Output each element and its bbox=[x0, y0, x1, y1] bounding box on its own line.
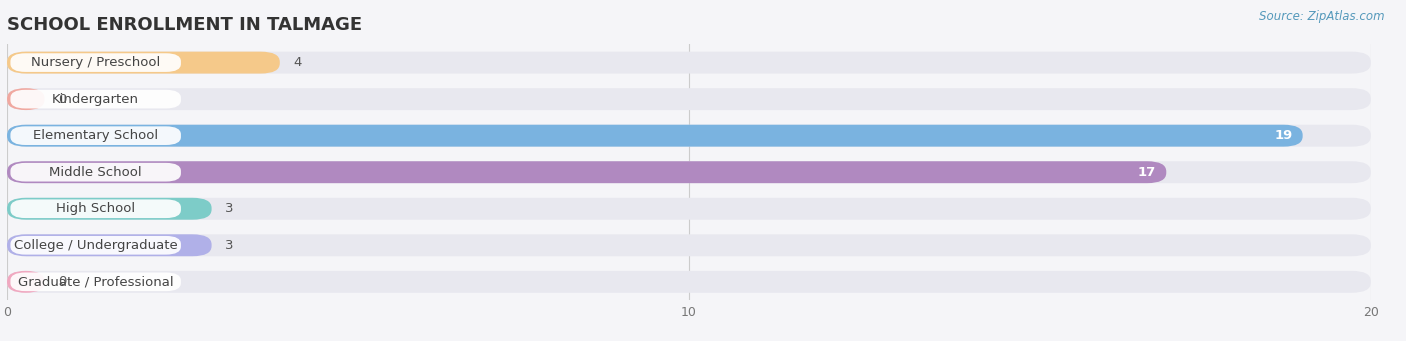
FancyBboxPatch shape bbox=[10, 199, 181, 218]
FancyBboxPatch shape bbox=[7, 271, 45, 293]
FancyBboxPatch shape bbox=[10, 272, 181, 291]
Text: 0: 0 bbox=[58, 93, 66, 106]
Text: Source: ZipAtlas.com: Source: ZipAtlas.com bbox=[1260, 10, 1385, 23]
FancyBboxPatch shape bbox=[7, 161, 1167, 183]
Text: Nursery / Preschool: Nursery / Preschool bbox=[31, 56, 160, 69]
Text: High School: High School bbox=[56, 202, 135, 215]
Text: College / Undergraduate: College / Undergraduate bbox=[14, 239, 177, 252]
FancyBboxPatch shape bbox=[7, 271, 1371, 293]
Text: 3: 3 bbox=[225, 202, 233, 215]
FancyBboxPatch shape bbox=[7, 198, 212, 220]
FancyBboxPatch shape bbox=[10, 236, 181, 255]
Text: Elementary School: Elementary School bbox=[34, 129, 159, 142]
FancyBboxPatch shape bbox=[7, 234, 212, 256]
Text: SCHOOL ENROLLMENT IN TALMAGE: SCHOOL ENROLLMENT IN TALMAGE bbox=[7, 16, 363, 34]
Text: 17: 17 bbox=[1137, 166, 1156, 179]
Text: Graduate / Professional: Graduate / Professional bbox=[18, 275, 173, 288]
Text: 3: 3 bbox=[225, 239, 233, 252]
Text: 19: 19 bbox=[1274, 129, 1292, 142]
FancyBboxPatch shape bbox=[10, 127, 181, 145]
FancyBboxPatch shape bbox=[7, 234, 1371, 256]
FancyBboxPatch shape bbox=[7, 51, 280, 74]
FancyBboxPatch shape bbox=[7, 161, 1371, 183]
FancyBboxPatch shape bbox=[7, 125, 1303, 147]
Text: Middle School: Middle School bbox=[49, 166, 142, 179]
Text: 4: 4 bbox=[294, 56, 302, 69]
FancyBboxPatch shape bbox=[7, 198, 1371, 220]
FancyBboxPatch shape bbox=[7, 51, 1371, 74]
FancyBboxPatch shape bbox=[7, 125, 1371, 147]
FancyBboxPatch shape bbox=[7, 88, 1371, 110]
FancyBboxPatch shape bbox=[7, 88, 45, 110]
FancyBboxPatch shape bbox=[10, 163, 181, 181]
Text: Kindergarten: Kindergarten bbox=[52, 93, 139, 106]
FancyBboxPatch shape bbox=[10, 90, 181, 108]
FancyBboxPatch shape bbox=[10, 53, 181, 72]
Text: 0: 0 bbox=[58, 275, 66, 288]
